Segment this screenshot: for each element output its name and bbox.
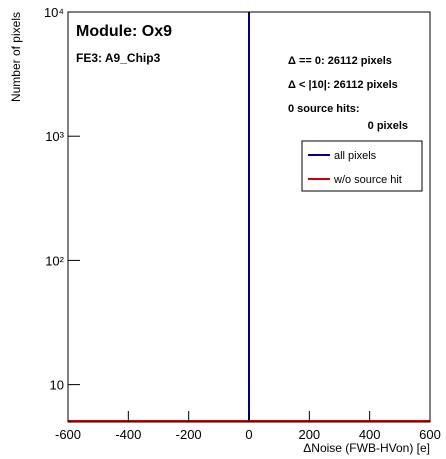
- chart-title: Module: Ox9: [76, 23, 172, 40]
- x-tick-label: 0: [245, 427, 252, 442]
- annotation: 0 pixels: [368, 120, 408, 132]
- x-tick-label: 400: [359, 427, 381, 442]
- x-tick-label: -600: [55, 427, 81, 442]
- y-tick-label: 10³: [45, 129, 64, 144]
- x-tick-label: -400: [115, 427, 141, 442]
- legend-label: all pixels: [334, 150, 377, 162]
- x-tick-label: 200: [298, 427, 320, 442]
- x-tick-label: 600: [419, 427, 441, 442]
- annotation: Δ == 0: 26112 pixels: [288, 55, 392, 67]
- annotation: Δ < |10|: 26112 pixels: [288, 79, 398, 91]
- x-axis-label: ΔNoise (FWB-HVon) [e]: [303, 441, 430, 455]
- annotation: 0 source hits:: [288, 103, 360, 115]
- legend-box: [301, 140, 423, 192]
- subtitle: FE3: A9_Chip3: [76, 51, 161, 65]
- x-tick-label: -200: [176, 427, 202, 442]
- y-tick-label: 10: [50, 378, 64, 393]
- y-tick-label: 10⁴: [44, 5, 64, 20]
- legend: all pixels w/o source hit: [301, 140, 423, 192]
- y-tick-label: 10²: [45, 253, 64, 268]
- y-axis-label: Number of pixels: [9, 12, 23, 102]
- legend-label: w/o source hit: [333, 174, 402, 186]
